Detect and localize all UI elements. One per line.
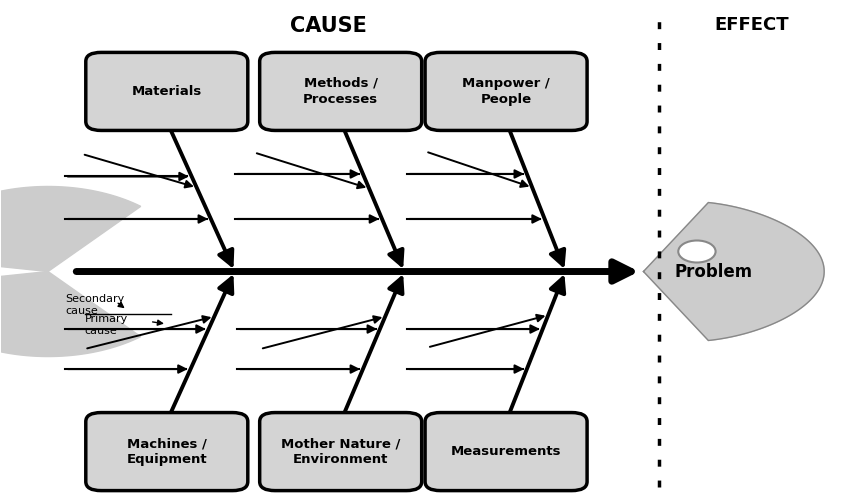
FancyBboxPatch shape (86, 412, 248, 490)
Text: Materials: Materials (132, 85, 202, 98)
Polygon shape (0, 187, 140, 272)
Polygon shape (643, 203, 824, 341)
FancyBboxPatch shape (426, 412, 587, 490)
Circle shape (678, 240, 716, 263)
FancyBboxPatch shape (260, 412, 422, 490)
Text: Manpower /
People: Manpower / People (462, 77, 550, 106)
Text: Methods /
Processes: Methods / Processes (303, 77, 378, 106)
FancyBboxPatch shape (86, 52, 248, 130)
Text: CAUSE: CAUSE (289, 17, 367, 36)
Text: Mother Nature /
Environment: Mother Nature / Environment (281, 437, 400, 466)
FancyBboxPatch shape (260, 52, 422, 130)
Text: Machines /
Equipment: Machines / Equipment (127, 437, 207, 466)
Polygon shape (0, 272, 140, 357)
Text: Primary
cause: Primary cause (84, 314, 128, 336)
Text: Measurements: Measurements (451, 445, 562, 458)
Text: EFFECT: EFFECT (715, 17, 790, 34)
Text: Secondary
cause: Secondary cause (65, 294, 124, 315)
Text: Problem: Problem (675, 263, 753, 281)
FancyBboxPatch shape (426, 52, 587, 130)
